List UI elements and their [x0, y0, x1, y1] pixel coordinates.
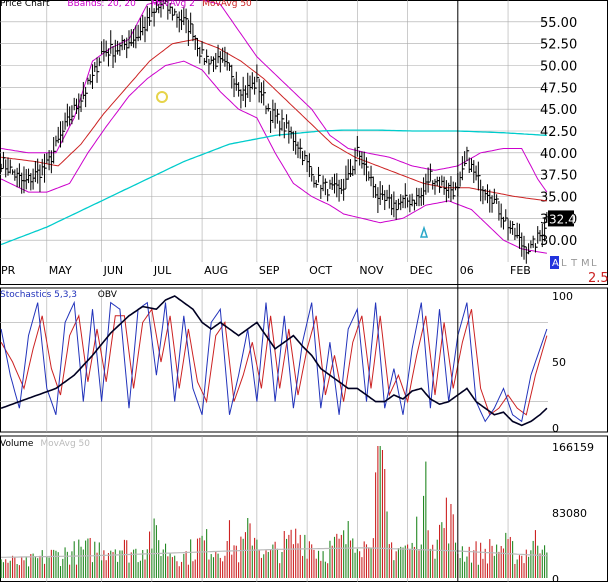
- price-bars: [0, 0, 549, 264]
- last-price-box: [548, 210, 574, 227]
- price-x-tick-label: FEB: [510, 264, 531, 277]
- price-y-tick-label: 40.00: [540, 147, 577, 162]
- marker-letter: L: [561, 258, 567, 269]
- volume-bars: [0, 446, 548, 578]
- price-y-tick-label: 37.50: [540, 169, 577, 184]
- volume-y-tick-label: 0: [552, 573, 559, 582]
- bband-lower-line: [0, 60, 547, 254]
- price-y-tick-label: 35.00: [540, 191, 577, 206]
- price-y-tick-label: 47.50: [540, 81, 577, 96]
- price-x-tick-label: AUG: [204, 264, 228, 277]
- price-legend-item: Price Chart: [0, 0, 50, 9]
- last-price-label: 32.49: [549, 212, 583, 226]
- volume-y-tick-label: 166159: [552, 441, 594, 454]
- stochastics-panel: 100 50 0 Stochastics 5,3,3 OBV: [0, 287, 608, 435]
- price-x-tick-label: JUN: [103, 264, 124, 277]
- volume-y-tick-label: 83080: [552, 507, 587, 520]
- price-x-tick-label: JUL: [153, 264, 172, 277]
- price-x-tick-label: MAY: [49, 264, 72, 277]
- stoch-y-tick-label: 0: [552, 422, 559, 435]
- bband-upper-line: [1, 0, 548, 193]
- price-legend-item: MovAvg 50: [202, 0, 252, 9]
- stoch-legend-item: OBV: [98, 290, 118, 300]
- price-x-tick-label: PR: [1, 264, 16, 277]
- price-panel-border: [0, 0, 608, 285]
- volume-legend-item: MovAvg 50: [40, 439, 90, 449]
- price-x-tick-label: NOV: [359, 264, 384, 277]
- volume-panel-border: [0, 435, 608, 582]
- obv-line: [0, 295, 548, 427]
- price-y-tick-label: 30.00: [540, 234, 577, 249]
- movavg-long-line: [0, 129, 547, 246]
- movavg-short-line: [1, 38, 547, 202]
- volume-panel: 166159 83080 0 Volume MovAvg 50: [0, 435, 608, 582]
- marker-letter: L: [591, 258, 597, 269]
- event-marker-split: [419, 225, 429, 238]
- event-marker-dividend: [156, 91, 168, 103]
- stoch-d-line: [0, 307, 548, 416]
- price-y-tick-label: 50.00: [540, 60, 577, 75]
- price-x-tick-label: DEC: [410, 264, 433, 277]
- marker-letter-box: [550, 256, 559, 269]
- stoch-y-tick-label: 50: [552, 356, 566, 369]
- volume-legend-item: Volume: [0, 439, 34, 449]
- price-x-tick-label: OCT: [309, 264, 332, 277]
- price-y-tick-label: 42.50: [540, 125, 577, 140]
- stoch-k-line: [0, 300, 548, 423]
- price-panel: 30.0032.5035.0037.5040.0042.5045.0047.50…: [0, 0, 608, 286]
- stoch-legend-item: Stochastics 5,3,3: [0, 290, 77, 300]
- price-y-tick-label: 45.00: [540, 103, 577, 118]
- price-x-tick-label: 06: [460, 264, 474, 277]
- marker-letter: A: [552, 258, 559, 269]
- marker-letter: T: [570, 258, 578, 269]
- price-legend-item: MovAvg 2: [151, 0, 195, 9]
- volume-scale-label: 2.5: [588, 271, 608, 286]
- price-y-tick-label: 55.00: [540, 16, 577, 31]
- volume-avg-line: [1, 547, 547, 558]
- price-y-tick-label: 52.50: [540, 38, 577, 53]
- marker-letter: M: [581, 258, 590, 269]
- price-x-tick-label: SEP: [259, 264, 280, 277]
- stoch-y-tick-label: 100: [552, 290, 573, 303]
- price-legend-item: BBands: 20, 20: [67, 0, 136, 9]
